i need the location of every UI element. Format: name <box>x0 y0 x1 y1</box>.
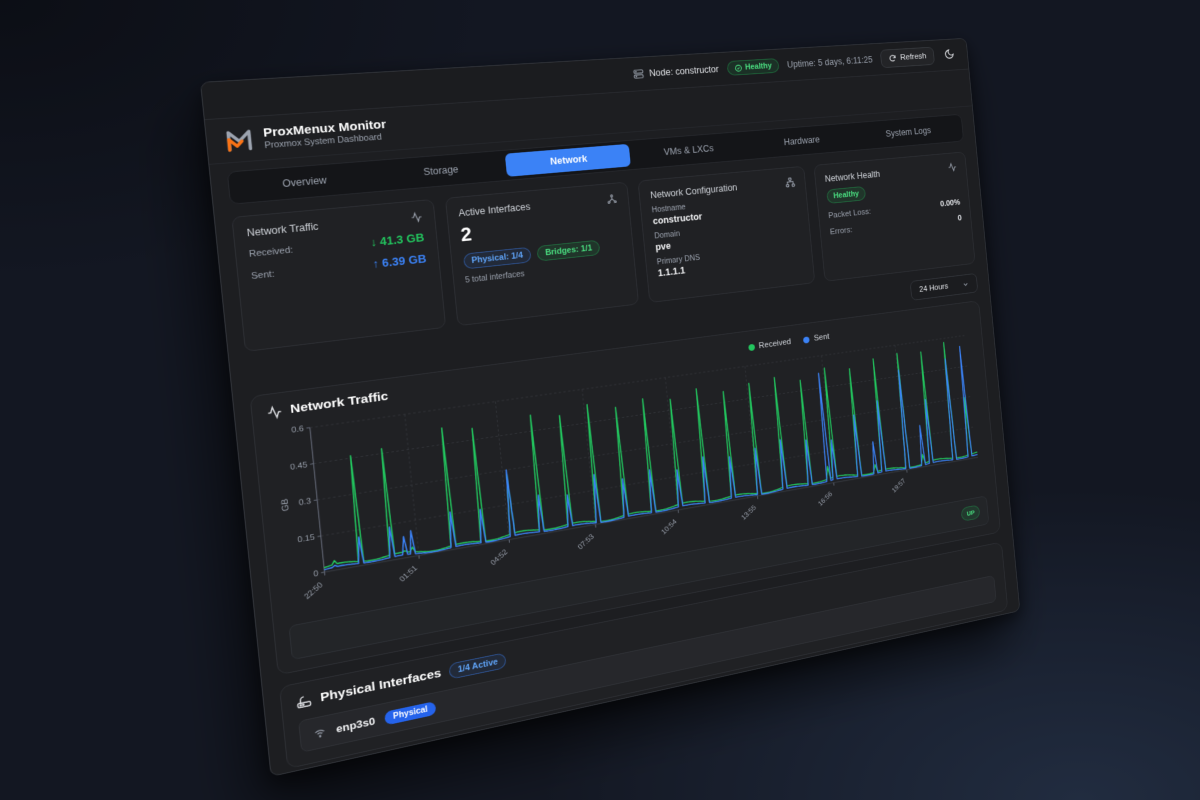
svg-text:04:52: 04:52 <box>489 547 510 567</box>
traffic-chart: 22:50 01:51 04:52 07:53 10:54 13:55 16:56 19:57… <box>279 325 986 601</box>
card-title: Active Interfaces <box>458 201 531 219</box>
tab-overview[interactable]: Overview <box>232 164 375 200</box>
up-status-badge: UP <box>961 504 981 522</box>
packet-loss-label: Packet Loss: <box>828 207 872 221</box>
svg-text:16:56: 16:56 <box>816 490 833 508</box>
network-health-card: Network Health Healthy Packet Loss: 0.00… <box>813 151 976 282</box>
health-badge: Healthy <box>726 58 780 76</box>
network-tree-icon <box>784 177 795 188</box>
dashboard-window: Node: constructor Healthy Uptime: 5 days… <box>200 37 1021 777</box>
interface-type-badge: Physical <box>384 701 437 726</box>
node-indicator: Node: constructor <box>633 64 719 80</box>
card-title: Network Traffic <box>246 220 319 239</box>
router-icon <box>296 694 313 711</box>
card-title: Network Configuration <box>649 182 738 201</box>
tab-storage[interactable]: Storage <box>373 154 507 188</box>
proxmenux-logo-icon <box>222 125 256 155</box>
sent-value: ↑ 6.39 GB <box>372 252 427 271</box>
card-title: Network Health <box>824 169 881 185</box>
wifi-icon <box>313 725 328 740</box>
svg-text:0: 0 <box>313 568 319 578</box>
svg-text:0.6: 0.6 <box>291 424 304 435</box>
svg-text:07:53: 07:53 <box>576 532 596 551</box>
uptime-text: Uptime: 5 days, 6:11:25 <box>786 54 874 70</box>
svg-text:13:55: 13:55 <box>740 503 758 521</box>
legend-dot <box>803 335 811 344</box>
svg-text:0.15: 0.15 <box>297 532 315 544</box>
svg-text:0.45: 0.45 <box>290 460 308 472</box>
packet-loss-value: 0.00% <box>939 198 961 209</box>
main-content: Overview Storage Network VMs & LXCs Hardware… <box>209 106 1020 777</box>
active-count-badge: 1/4 Active <box>448 652 507 680</box>
sent-label: Sent: <box>250 269 275 282</box>
received-value: ↓ 41.3 GB <box>369 230 425 249</box>
errors-label: Errors: <box>829 225 853 237</box>
network-configuration-card: Network Configuration Hostname construct… <box>637 165 815 303</box>
physical-count-badge: Physical: 1/4 <box>462 246 532 270</box>
svg-text:10:54: 10:54 <box>659 517 678 536</box>
health-status-badge: Healthy <box>825 185 867 204</box>
active-interfaces-card: Active Interfaces 2 Physical: 1/4 Bridge… <box>444 181 639 327</box>
svg-text:01:51: 01:51 <box>397 563 419 583</box>
activity-icon <box>410 211 423 223</box>
network-nodes-icon <box>606 193 618 205</box>
tab-system-logs[interactable]: System Logs <box>855 118 961 147</box>
svg-text:0.3: 0.3 <box>298 496 311 507</box>
refresh-button[interactable]: Refresh <box>879 46 935 69</box>
tab-hardware[interactable]: Hardware <box>745 126 857 156</box>
node-label: Node: constructor <box>648 63 720 79</box>
dark-mode-toggle[interactable] <box>941 45 958 64</box>
received-label: Received: <box>248 245 294 260</box>
legend-dot <box>747 343 755 351</box>
tab-vms-lxcs[interactable]: VMs & LXCs <box>629 135 748 167</box>
time-range-select[interactable]: 24 Hours <box>910 273 979 301</box>
svg-text:GB: GB <box>279 498 291 512</box>
bridges-count-badge: Bridges: 1/1 <box>536 239 601 262</box>
moon-icon <box>944 48 955 60</box>
tab-network[interactable]: Network <box>504 143 631 177</box>
activity-icon <box>947 162 957 172</box>
server-icon <box>633 68 645 79</box>
refresh-icon <box>888 54 897 63</box>
svg-text:22:50: 22:50 <box>302 580 325 601</box>
legend-item-sent: Sent <box>803 332 830 344</box>
network-traffic-card: Network Traffic Received: ↓ 41.3 GB Sent… <box>231 199 446 352</box>
errors-value: 0 <box>957 214 963 223</box>
network-traffic-chart-card: Network Traffic Received Sent 22:50 01:51 0… <box>249 300 1001 676</box>
svg-text:19:57: 19:57 <box>890 477 907 494</box>
interface-name: enp3s0 <box>335 715 376 736</box>
activity-icon <box>266 404 283 420</box>
check-circle-icon <box>734 64 743 72</box>
chevron-down-icon <box>962 280 970 288</box>
